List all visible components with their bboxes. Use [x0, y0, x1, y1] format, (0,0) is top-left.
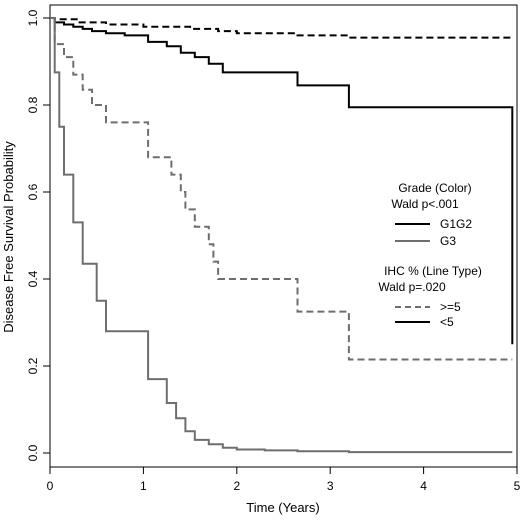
curve-g1g2-ihc-lt5 [50, 17, 514, 345]
x-tick-label: 3 [327, 479, 334, 493]
y-tick-label: 0.6 [26, 183, 40, 200]
curve-g1g2-ihc-ge5 [50, 17, 513, 39]
legend-grade: Grade (Color) Wald p<.001 G1G2 G3 [391, 181, 472, 248]
axes: 0 1 2 3 4 5 0.0 0.2 0.4 0.6 0.8 1.0 [26, 9, 520, 493]
curve-g3-ihc-lt5 [50, 17, 513, 454]
y-axis-label: Disease Free Survival Probability [1, 141, 16, 333]
legend-grade-title: Grade (Color) [398, 181, 471, 195]
y-tick-label: 0.8 [26, 96, 40, 113]
legend-g1g2-label: G1G2 [440, 217, 472, 231]
legend-ihc-pvalue: Wald p=.020 [378, 280, 446, 294]
x-tick-label: 1 [140, 479, 147, 493]
y-tick-label: 0.2 [26, 357, 40, 374]
legend-ihc-lt5-label: <5 [440, 315, 454, 329]
y-tick-label: 0.0 [26, 444, 40, 461]
x-tick-label: 5 [514, 479, 520, 493]
legend-ihc-ge5-label: >=5 [440, 300, 461, 314]
legend-grade-pvalue: Wald p<.001 [391, 197, 459, 211]
curve-g3-ihc-ge5 [50, 17, 513, 361]
legend-ihc-title: IHC % (Line Type) [384, 264, 482, 278]
x-tick-label: 4 [420, 479, 427, 493]
x-axis-label: Time (Years) [246, 500, 319, 515]
y-tick-label: 1.0 [26, 9, 40, 26]
y-tick-label: 0.4 [26, 270, 40, 287]
legend-g3-label: G3 [440, 234, 456, 248]
survival-curves [50, 17, 514, 454]
plot-frame [49, 4, 518, 468]
x-tick-label: 0 [47, 479, 54, 493]
x-tick-label: 2 [233, 479, 240, 493]
legend-ihc: IHC % (Line Type) Wald p=.020 >=5 <5 [378, 264, 482, 329]
